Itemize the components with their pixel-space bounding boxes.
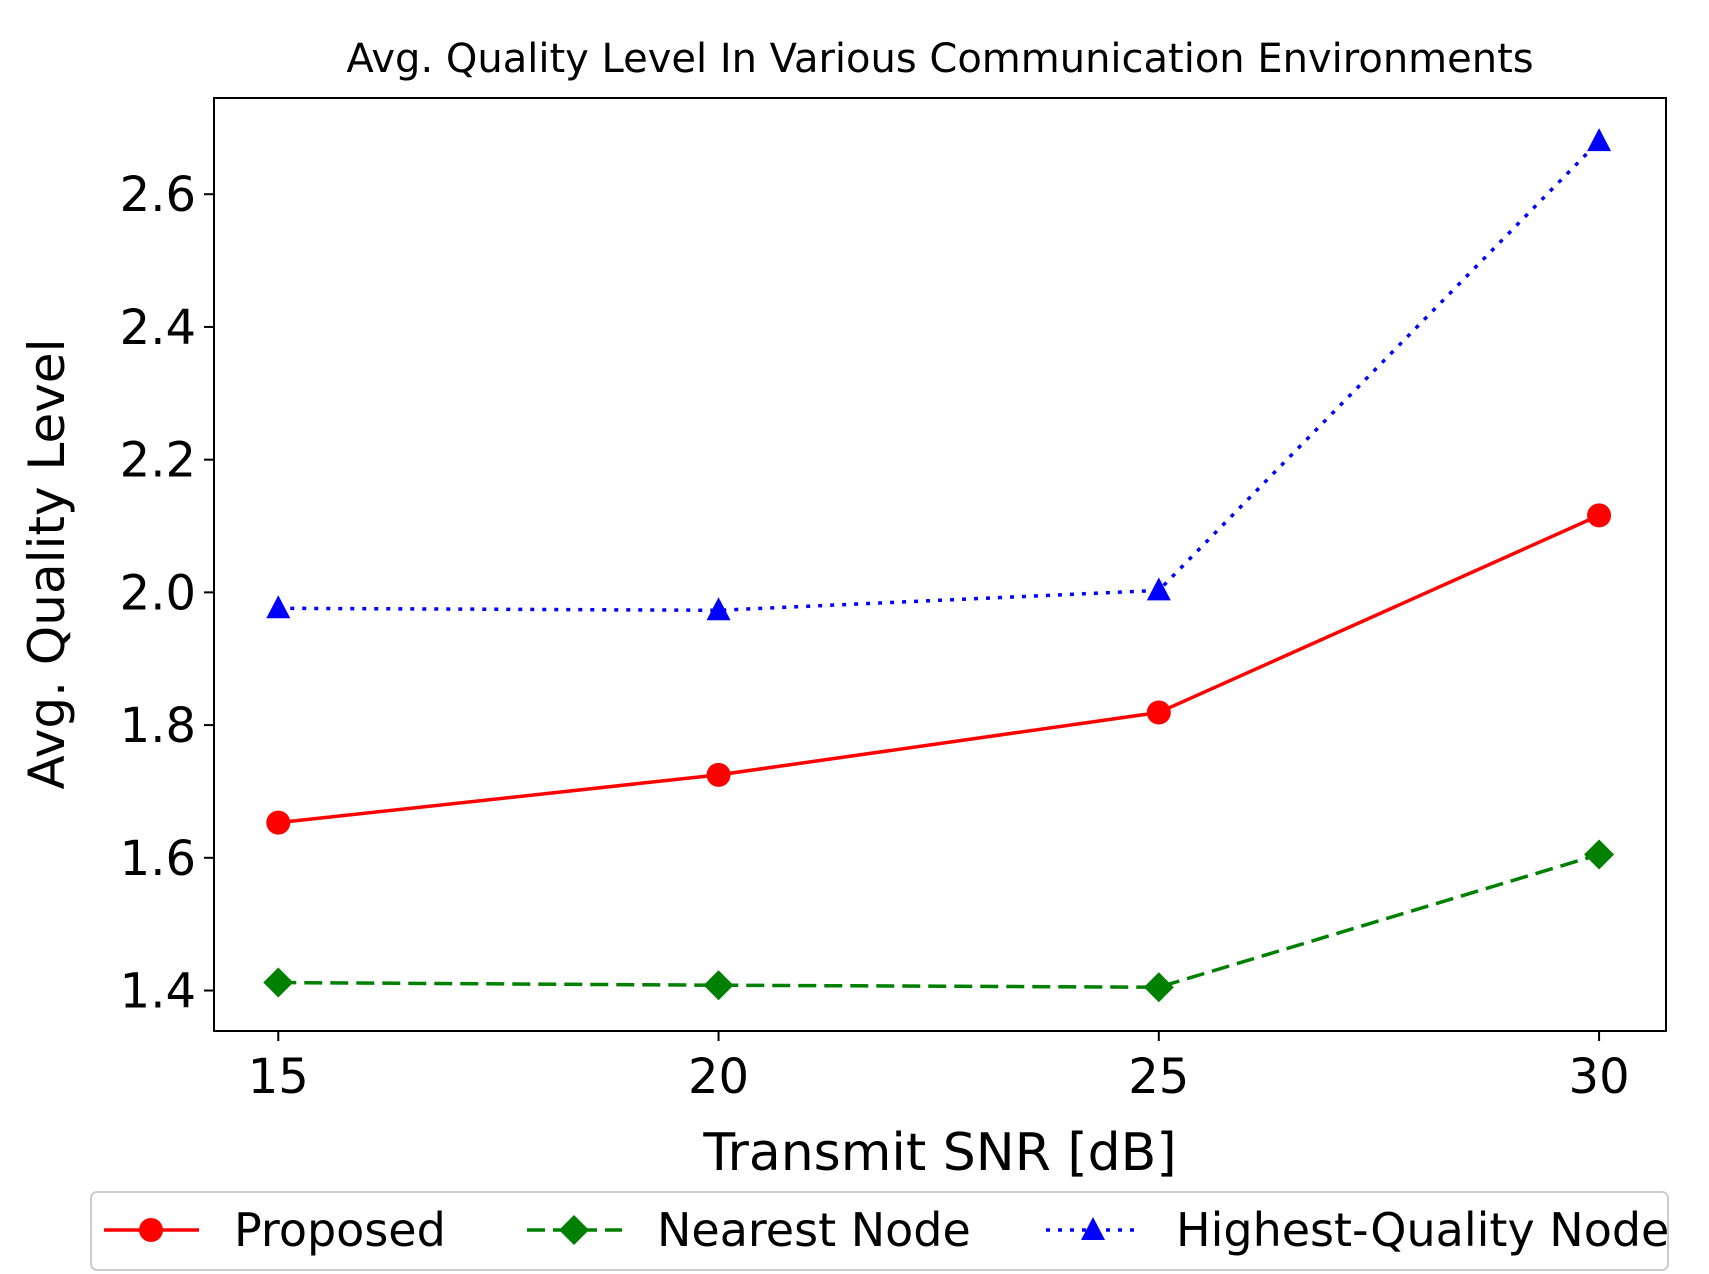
legend-label: Proposed <box>234 1203 446 1257</box>
y-tick-label: 2.4 <box>120 300 196 356</box>
series-highest-quality-node <box>266 128 1612 621</box>
legend-marker <box>559 1215 589 1245</box>
series-line <box>278 139 1601 613</box>
legend-marker <box>139 1218 163 1242</box>
data-point <box>266 810 291 835</box>
series-line <box>278 852 1600 989</box>
y-tick-label: 1.4 <box>120 964 196 1020</box>
series-proposed <box>266 503 1612 835</box>
x-tick-label: 20 <box>688 1049 749 1105</box>
y-tick-label: 1.6 <box>120 831 196 887</box>
data-point <box>1146 577 1171 601</box>
x-tick-label: 15 <box>248 1049 309 1105</box>
x-axis-label: Transmit SNR [dB] <box>702 1123 1176 1183</box>
data-point <box>1584 839 1615 870</box>
chart-title: Avg. Quality Level In Various Communicat… <box>346 36 1533 82</box>
data-point <box>703 970 734 1001</box>
y-tick-label: 1.8 <box>120 698 196 754</box>
data-point <box>706 762 731 787</box>
data-point <box>1587 503 1612 528</box>
data-point <box>1587 128 1612 152</box>
data-point <box>1143 972 1174 1003</box>
legend: Proposed Nearest Node Highest-Quality Node <box>90 1191 1669 1271</box>
data-point <box>266 595 291 619</box>
legend-frame <box>90 1191 1669 1271</box>
legend-marker <box>1081 1217 1105 1240</box>
series-nearest-node <box>263 839 1615 1003</box>
legend-label: Nearest Node <box>657 1203 971 1257</box>
x-tick-label: 25 <box>1128 1049 1189 1105</box>
x-tick-label: 30 <box>1569 1049 1630 1105</box>
data-point <box>1146 700 1171 725</box>
y-tick-label: 2.0 <box>120 565 196 621</box>
data-point <box>706 597 731 621</box>
plot-frame <box>213 97 1667 1032</box>
series-line <box>278 513 1600 825</box>
y-axis-label: Avg. Quality Level <box>18 339 76 790</box>
legend-label: Highest-Quality Node <box>1176 1203 1669 1257</box>
y-tick-label: 2.6 <box>120 167 196 223</box>
data-point <box>263 967 294 998</box>
y-tick-label: 2.2 <box>120 433 196 489</box>
